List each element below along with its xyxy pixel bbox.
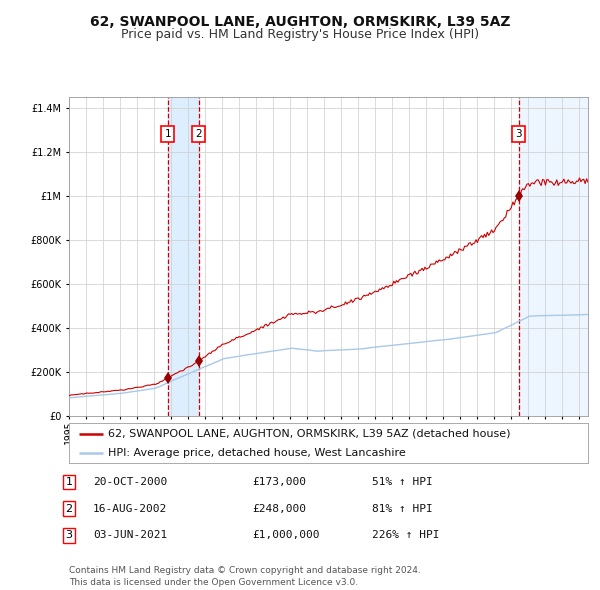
Text: £248,000: £248,000	[252, 504, 306, 513]
Bar	[518, 97, 588, 416]
Text: 3: 3	[515, 129, 522, 139]
Text: 20-OCT-2000: 20-OCT-2000	[93, 477, 167, 487]
Text: £1,000,000: £1,000,000	[252, 530, 320, 540]
Text: 1: 1	[164, 129, 171, 139]
Text: 2: 2	[196, 129, 202, 139]
Text: Price paid vs. HM Land Registry's House Price Index (HPI): Price paid vs. HM Land Registry's House …	[121, 28, 479, 41]
Text: HPI: Average price, detached house, West Lancashire: HPI: Average price, detached house, West…	[108, 448, 406, 458]
Text: 2: 2	[65, 504, 73, 513]
Text: 1: 1	[65, 477, 73, 487]
Text: 16-AUG-2002: 16-AUG-2002	[93, 504, 167, 513]
Text: 51% ↑ HPI: 51% ↑ HPI	[372, 477, 433, 487]
Text: Contains HM Land Registry data © Crown copyright and database right 2024.
This d: Contains HM Land Registry data © Crown c…	[69, 566, 421, 587]
Bar	[167, 97, 199, 416]
Text: 3: 3	[65, 530, 73, 540]
Text: 62, SWANPOOL LANE, AUGHTON, ORMSKIRK, L39 5AZ (detached house): 62, SWANPOOL LANE, AUGHTON, ORMSKIRK, L3…	[108, 429, 511, 439]
Text: 81% ↑ HPI: 81% ↑ HPI	[372, 504, 433, 513]
Text: 226% ↑ HPI: 226% ↑ HPI	[372, 530, 439, 540]
Text: 03-JUN-2021: 03-JUN-2021	[93, 530, 167, 540]
Text: £173,000: £173,000	[252, 477, 306, 487]
Text: 62, SWANPOOL LANE, AUGHTON, ORMSKIRK, L39 5AZ: 62, SWANPOOL LANE, AUGHTON, ORMSKIRK, L3…	[90, 15, 510, 29]
